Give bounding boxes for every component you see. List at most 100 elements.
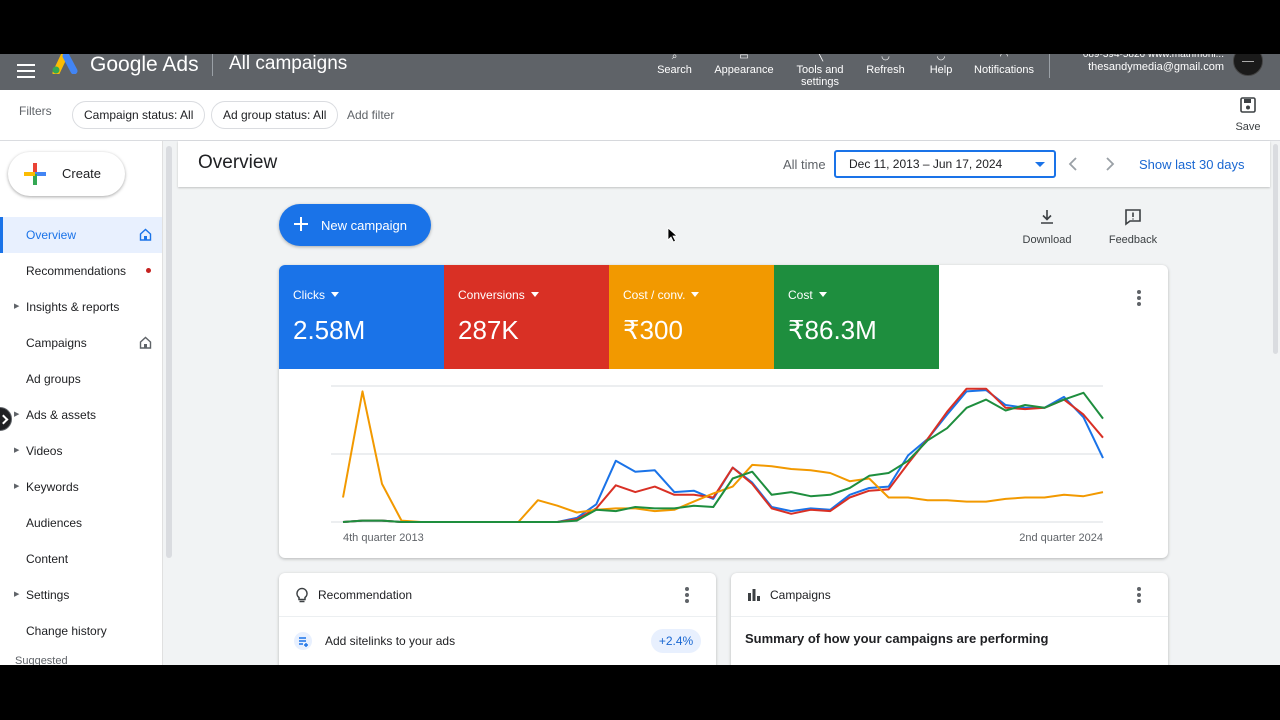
- filter-bar: Filters Campaign status: All Ad group st…: [0, 90, 1280, 141]
- campaigns-card-header: Campaigns: [731, 573, 1168, 617]
- main-scrollbar[interactable]: [1273, 144, 1278, 354]
- recommendation-card: Recommendation Add sitelinks to your ads…: [279, 573, 716, 665]
- series-line-cost: [342, 391, 1104, 523]
- sidebar-item-label: Campaigns: [26, 336, 87, 350]
- refresh-tool[interactable]: ◡ Refresh: [862, 54, 909, 90]
- recommendation-more-options-icon[interactable]: [677, 586, 697, 606]
- caret-right-icon: ▶: [14, 411, 20, 418]
- sidebar-item-label: Videos: [26, 444, 63, 458]
- metric-value: ₹86.3M: [788, 315, 877, 345]
- home-icon: [139, 336, 152, 349]
- show-last-30-days-link[interactable]: Show last 30 days: [1139, 157, 1245, 172]
- plus-icon: [294, 217, 308, 231]
- sidebar-item-label: Settings: [26, 588, 70, 602]
- caret-right-icon: ▶: [14, 483, 20, 490]
- metric-value: 2.58M: [293, 315, 366, 345]
- uplift-badge: +2.4%: [651, 629, 701, 653]
- filters-label: Filters: [19, 104, 52, 118]
- new-campaign-button[interactable]: New campaign: [279, 204, 431, 246]
- appearance-icon: ▭: [739, 54, 749, 62]
- sidebar-item-ad-groups[interactable]: Ad groups: [0, 361, 162, 397]
- performance-card: Clicks 2.58M Conversions 287K Cost / con…: [279, 265, 1168, 558]
- sidebar-item-change-history[interactable]: Change history: [0, 613, 162, 649]
- metric-cost-per-conversion[interactable]: Cost / conv. ₹300: [609, 265, 774, 369]
- sidebar-item-keywords[interactable]: ▶ Keywords: [0, 469, 162, 505]
- sidebar-item-label: Audiences: [26, 516, 83, 530]
- download-icon: [1041, 210, 1053, 224]
- sitelink-icon: [294, 632, 312, 650]
- avatar[interactable]: [1233, 54, 1263, 76]
- create-label: Create: [62, 166, 102, 181]
- sidebar-item-label: Change history: [26, 624, 107, 638]
- account-info[interactable]: 089-394-5826 www.matrimoni... thesandyme…: [1060, 54, 1224, 74]
- feedback-icon: [1125, 209, 1141, 226]
- sidebar-item-label: Content: [26, 552, 69, 566]
- menu-icon[interactable]: [17, 64, 35, 78]
- sidebar-item-ads-assets[interactable]: ▶ Ads & assets: [0, 397, 162, 433]
- create-plus-icon: [24, 163, 46, 185]
- ad-group-status-filter-chip[interactable]: Ad group status: All: [211, 101, 339, 129]
- metric-name: Cost / conv.: [623, 288, 700, 302]
- notifications-tool-label: Notifications: [974, 64, 1034, 76]
- brand-divider: [212, 54, 213, 76]
- sidebar: Create Overview Recommendations ▶ Insigh…: [0, 141, 163, 665]
- sidebar-item-recommendations[interactable]: Recommendations: [0, 253, 162, 289]
- metric-name: Cost: [788, 288, 827, 302]
- tools-and-settings-tool[interactable]: ╲ Tools and settings: [790, 54, 850, 90]
- date-range-value: Dec 11, 2013 – Jun 17, 2024: [849, 157, 1003, 171]
- appearance-tool-label: Appearance: [714, 64, 774, 76]
- sidebar-item-insights-reports[interactable]: ▶ Insights & reports: [0, 289, 162, 325]
- sidebar-item-label: Ads & assets: [26, 408, 97, 422]
- account-email: thesandymedia@gmail.com: [1088, 61, 1224, 73]
- lightbulb-icon: [296, 587, 308, 603]
- save-button[interactable]: Save: [1226, 96, 1270, 133]
- sidebar-item-campaigns[interactable]: Campaigns: [0, 325, 162, 361]
- metric-name: Clicks: [293, 288, 339, 302]
- bar-chart-icon: [748, 589, 760, 601]
- sidebar-item-overview[interactable]: Overview: [0, 217, 162, 253]
- bell-icon: ◠: [999, 54, 1009, 62]
- appearance-tool[interactable]: ▭ Appearance: [710, 54, 778, 90]
- download-button[interactable]: Download: [1019, 208, 1075, 246]
- tools-tool-label: Tools and settings: [796, 64, 844, 88]
- notifications-tool[interactable]: ◠ Notifications: [968, 54, 1040, 90]
- sidebar-item-settings[interactable]: ▶ Settings: [0, 577, 162, 613]
- account-id: 089-394-5826 www.matrimoni...: [1082, 54, 1224, 60]
- campaigns-card-title: Campaigns: [770, 588, 831, 602]
- sidebar-item-label: Ad groups: [26, 372, 81, 386]
- add-filter-button[interactable]: Add filter: [347, 108, 395, 122]
- metric-conversions[interactable]: Conversions 287K: [444, 265, 609, 369]
- series-line-cost-conv: [342, 390, 1104, 523]
- recommendation-item[interactable]: Add sitelinks to your ads: [325, 634, 456, 648]
- recommendation-card-title: Recommendation: [318, 588, 413, 602]
- brand-name: Google Ads: [90, 54, 199, 76]
- sidebar-scrollbar[interactable]: [166, 146, 172, 558]
- metric-clicks[interactable]: Clicks 2.58M: [279, 265, 444, 369]
- metric-cost[interactable]: Cost ₹86.3M: [774, 265, 939, 369]
- campaign-status-filter-chip[interactable]: Campaign status: All: [72, 101, 206, 129]
- create-button[interactable]: Create: [8, 152, 125, 196]
- refresh-icon: ◡: [881, 54, 890, 62]
- help-tool[interactable]: ◡ Help: [924, 54, 958, 90]
- date-range-selector[interactable]: Dec 11, 2013 – Jun 17, 2024: [834, 150, 1056, 178]
- mouse-cursor-icon: [667, 227, 679, 243]
- save-label: Save: [1235, 121, 1261, 133]
- top-bar: Google Ads All campaigns ⌕ Search ▭ Appe…: [0, 54, 1280, 90]
- sidebar-item-label: Overview: [26, 228, 77, 242]
- overview-header: Overview All time Dec 11, 2013 – Jun 17,…: [178, 141, 1270, 187]
- campaigns-more-options-icon[interactable]: [1129, 586, 1149, 606]
- feedback-button[interactable]: Feedback: [1104, 208, 1162, 246]
- chart-more-options-icon[interactable]: [1129, 289, 1149, 309]
- dropdown-arrow-icon: [331, 292, 339, 297]
- sidebar-item-content[interactable]: Content: [0, 541, 162, 577]
- campaigns-summary-text: Summary of how your campaigns are perfor…: [745, 631, 1049, 646]
- sidebar-item-audiences[interactable]: Audiences: [0, 505, 162, 541]
- google-ads-app: Google Ads All campaigns ⌕ Search ▭ Appe…: [0, 54, 1280, 665]
- search-tool[interactable]: ⌕ Search: [652, 54, 697, 90]
- sidebar-item-label: Insights & reports: [26, 300, 120, 314]
- previous-period-icon[interactable]: [1064, 154, 1084, 174]
- dropdown-arrow-icon: [1035, 162, 1045, 167]
- sidebar-item-videos[interactable]: ▶ Videos: [0, 433, 162, 469]
- next-period-icon[interactable]: [1099, 154, 1119, 174]
